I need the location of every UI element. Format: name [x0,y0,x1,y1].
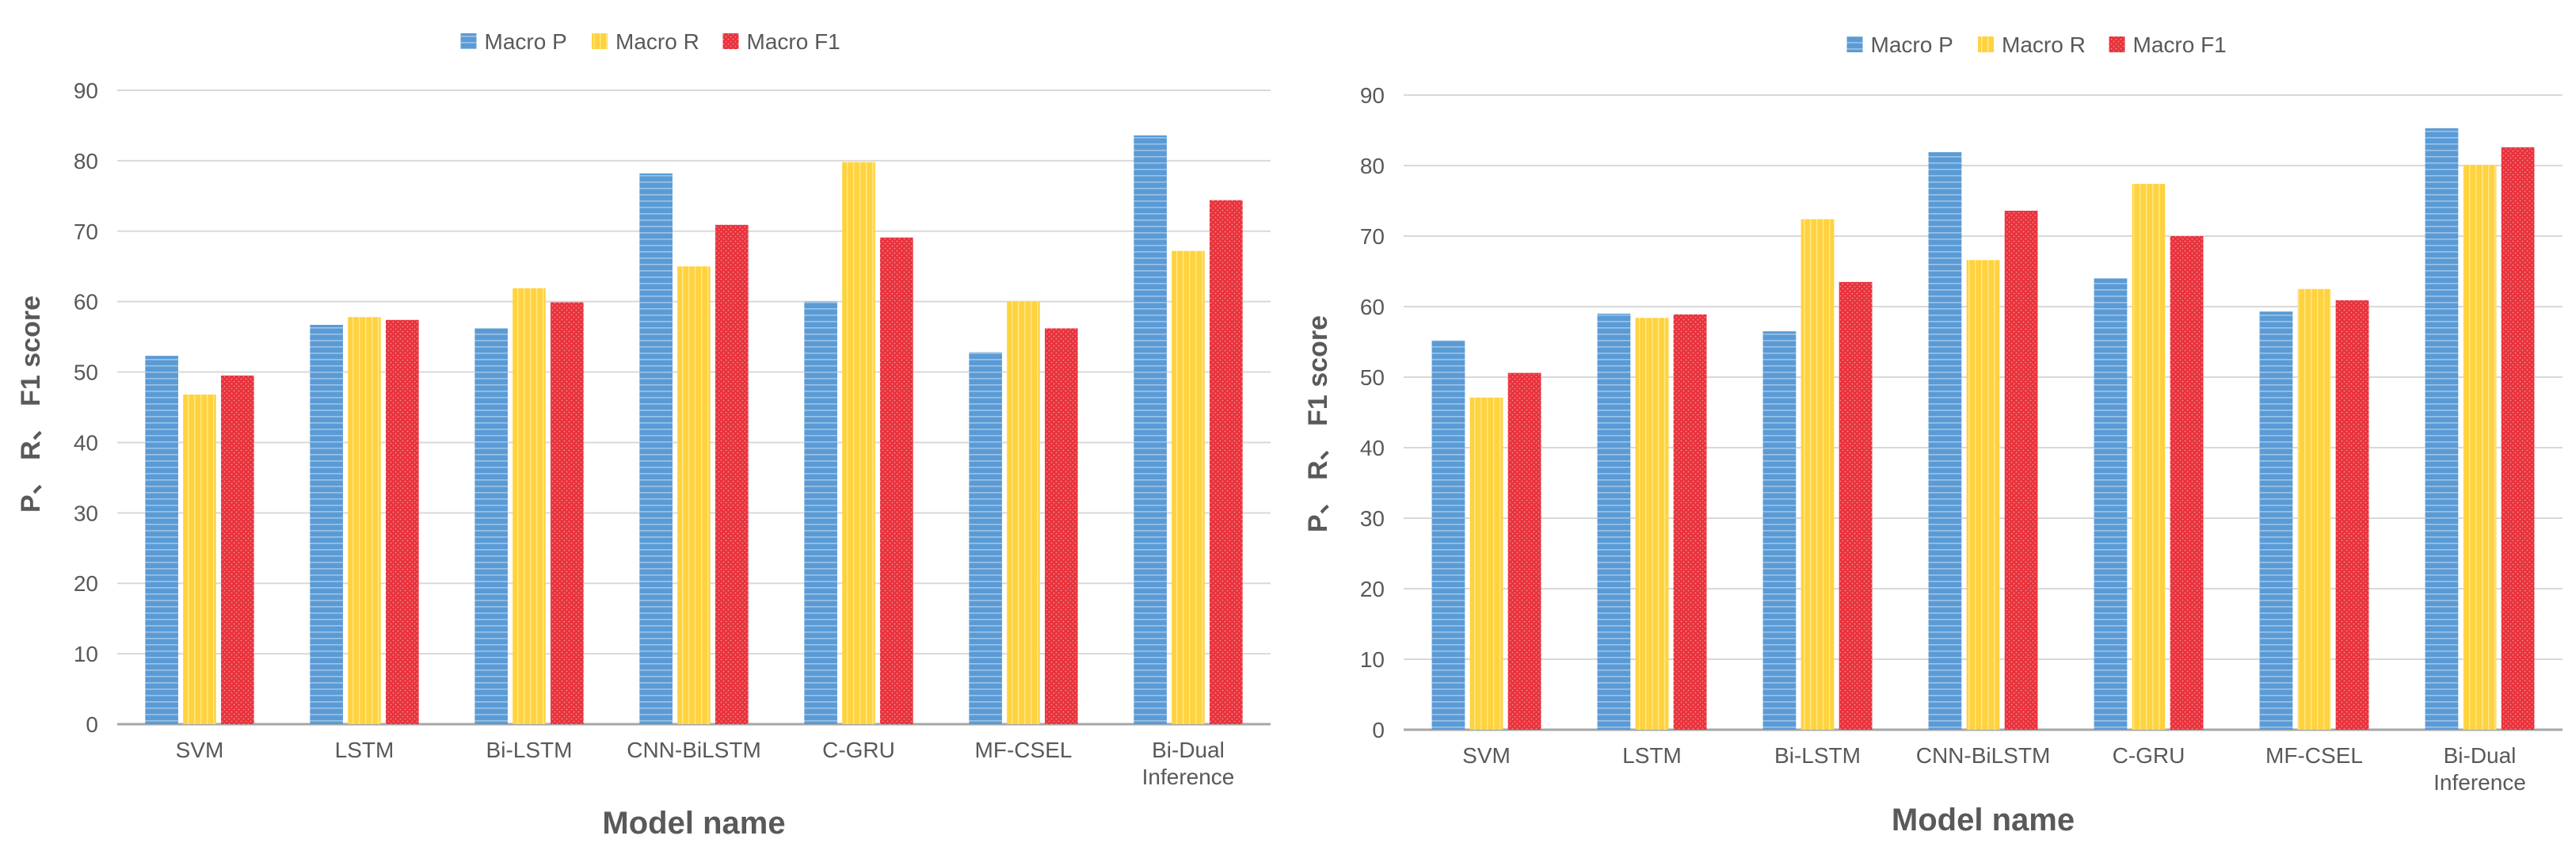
legend-label-macro-r: Macro R [2002,32,2086,57]
x-category-label: LSTM [335,738,394,762]
x-category-label: Bi-Dual [1152,738,1225,762]
bar-macro-p[interactable] [639,173,673,724]
bar-macro-f1[interactable] [1507,372,1541,730]
legend-label-macro-r: Macro R [615,29,699,54]
y-tick-label: 70 [74,219,98,244]
bar-macro-p[interactable] [2094,278,2128,730]
bar-macro-f1[interactable] [1839,281,1873,731]
y-tick-label: 50 [74,361,98,385]
bar-macro-p[interactable] [1431,340,1465,730]
y-tick-label: 80 [1360,154,1385,178]
x-category-label: Inference [1142,765,1235,789]
x-category-label: SVM [176,738,224,762]
y-tick-label: 20 [74,571,98,596]
bar-macro-p[interactable] [1134,135,1167,724]
y-tick-label: 0 [1372,718,1385,742]
y-tick-label: 60 [74,290,98,315]
x-category-label: SVM [1462,743,1511,768]
legend-label-macro-f1: Macro F1 [2133,32,2227,57]
bar-macro-p[interactable] [1928,152,1962,731]
y-axis-title: P、 R、 F1 score [1303,315,1333,532]
chart-right: 0 10 20 30 40 50 60 70 80 90 SVM LSTM Bi-LSTM CNN-BiL… [1303,32,2563,837]
y-tick-label: 50 [1360,365,1385,390]
bar-macro-r[interactable] [842,162,875,724]
x-category-label: Inference [2433,770,2526,795]
legend-swatch-macro-p [460,33,477,49]
bar-macro-f1[interactable] [1673,314,1707,730]
legend-label-macro-p: Macro P [485,29,567,54]
legend-swatch-macro-p [1846,36,1863,52]
bar-macro-r[interactable] [1635,318,1669,730]
bar-macro-r[interactable] [1469,397,1503,730]
y-tick-label: 30 [74,501,98,525]
x-category-label: Bi-Dual [2444,743,2517,768]
x-category-label: Bi-LSTM [1774,743,1861,768]
legend-label-macro-f1: Macro F1 [747,29,840,54]
bar-macro-f1[interactable] [1045,328,1078,724]
y-tick-label: 60 [1360,295,1385,319]
x-axis-title: Model name [602,806,785,841]
bar-macro-r[interactable] [1007,301,1040,725]
x-category-label: C-GRU [822,738,895,762]
bar-macro-p[interactable] [145,356,178,724]
bar-macro-p[interactable] [474,328,508,724]
bar-macro-f1[interactable] [2501,147,2535,731]
bar-macro-r[interactable] [1966,260,2000,730]
legend-swatch-macro-f1 [722,33,739,49]
bar-macro-f1[interactable] [551,302,584,724]
y-tick-label: 70 [1360,224,1385,249]
x-axis-title: Model name [1892,803,2075,837]
legend-swatch-macro-r [1978,36,1994,52]
y-tick-label: 40 [1360,436,1385,460]
y-tick-label: 0 [86,712,98,737]
y-tick-label: 90 [1360,83,1385,108]
bar-macro-p[interactable] [1597,313,1631,730]
y-tick-label: 40 [74,430,98,455]
bar-macro-p[interactable] [969,352,1002,724]
bar-macro-f1[interactable] [2170,236,2204,730]
bar-macro-f1[interactable] [1210,200,1243,724]
x-category-label: C-GRU [2113,743,2185,768]
x-category-label: CNN-BiLSTM [1916,743,2051,768]
bar-macro-p[interactable] [2259,311,2293,731]
y-tick-label: 10 [74,642,98,666]
bar-macro-r[interactable] [348,317,381,724]
legend-label-macro-p: Macro P [1871,32,1953,57]
bar-macro-f1[interactable] [715,224,749,724]
x-category-label: MF-CSEL [2265,743,2363,768]
bar-macro-p[interactable] [2425,128,2459,730]
y-tick-label: 10 [1360,647,1385,672]
legend-swatch-macro-f1 [2109,36,2125,52]
bar-macro-r[interactable] [183,395,216,724]
x-category-label: CNN-BiLSTM [627,738,761,762]
bar-macro-r[interactable] [1172,250,1205,725]
bar-macro-p[interactable] [1762,331,1797,730]
bar-macro-r[interactable] [1801,219,1835,730]
chart-left: 0 10 20 30 40 50 60 70 80 90 SVM LSTM Bi-LSTM CNN-BiL… [16,29,1271,841]
bar-macro-r[interactable] [513,288,546,724]
y-tick-label: 30 [1360,506,1385,531]
bar-macro-f1[interactable] [386,319,419,724]
bar-macro-r[interactable] [2297,288,2331,730]
bar-macro-r[interactable] [2132,184,2166,730]
bar-macro-f1[interactable] [2335,299,2369,730]
bar-macro-f1[interactable] [221,376,254,724]
y-tick-label: 20 [1360,577,1385,601]
x-category-label: LSTM [1622,743,1682,768]
bar-macro-r[interactable] [2463,165,2497,731]
bar-macro-p[interactable] [310,325,343,724]
y-axis-title: P、 R、 F1 score [16,296,46,513]
y-tick-label: 90 [74,78,98,103]
bar-macro-f1[interactable] [2004,210,2038,731]
bar-macro-r[interactable] [677,266,711,724]
x-category-label: Bi-LSTM [486,738,573,762]
bar-macro-p[interactable] [804,301,837,725]
legend-swatch-macro-r [592,33,608,49]
y-tick-label: 80 [74,149,98,174]
x-category-label: MF-CSEL [975,738,1073,762]
bar-macro-f1[interactable] [880,237,913,724]
